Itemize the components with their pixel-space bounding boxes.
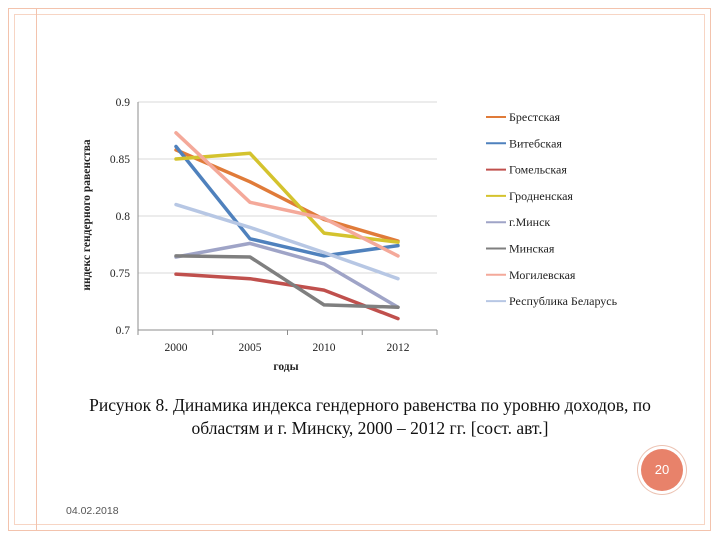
legend-label: Могилевская: [509, 268, 576, 282]
slide-date: 04.02.2018: [66, 505, 119, 517]
slide-frame-inner: [14, 14, 705, 525]
y-tick-label: 0.8: [116, 211, 131, 223]
figure-caption: Рисунок 8. Динамика индекса гендерного р…: [40, 394, 700, 440]
caption-line-2: областям и г. Минску, 2000 – 2012 гг. [с…: [191, 418, 549, 438]
legend-label: Гродненская: [509, 189, 573, 203]
series-line-Минская: [174, 254, 400, 309]
caption-line-1: Рисунок 8. Динамика индекса гендерного р…: [89, 395, 651, 415]
x-tick-label: 2012: [387, 342, 410, 354]
series-line-Республика Беларусь: [174, 202, 400, 281]
series-line-Витебская: [174, 144, 400, 258]
slide-frame-outer: [8, 8, 711, 531]
slide-number: 20: [654, 462, 670, 477]
legend-label: Гомельская: [509, 163, 567, 177]
y-tick-label: 0.75: [110, 268, 130, 280]
y-axis-label: индекс гендерного равенства: [81, 139, 93, 291]
x-axis-label: годы: [273, 361, 298, 373]
x-tick-label: 2010: [313, 342, 336, 354]
legend-label: г.Минск: [509, 215, 550, 229]
series-line-г.Минск: [174, 241, 400, 309]
series-line-Гродненская: [174, 151, 400, 244]
legend-label: Республика Беларусь: [509, 294, 618, 308]
slide-side-line: [36, 8, 37, 531]
chart-series: [174, 131, 400, 321]
chart-legend: Брестская Витебская Гомельская Гродненская г…: [486, 110, 618, 308]
y-tick-label: 0.7: [116, 325, 131, 337]
series-line-Могилевская: [174, 131, 400, 258]
chart-axes: 0.7 0.75 0.8 0.85 0.9 2000 2005 2010 2012: [110, 97, 438, 354]
x-tick-label: 2005: [239, 342, 262, 354]
y-tick-label: 0.85: [110, 154, 130, 166]
legend-label: Витебская: [509, 136, 562, 150]
x-tick-label: 2000: [165, 342, 188, 354]
legend-label: Минская: [509, 242, 555, 256]
slide-number-badge: 20: [641, 449, 683, 491]
legend-label: Брестская: [509, 110, 561, 124]
y-tick-label: 0.9: [116, 97, 131, 109]
